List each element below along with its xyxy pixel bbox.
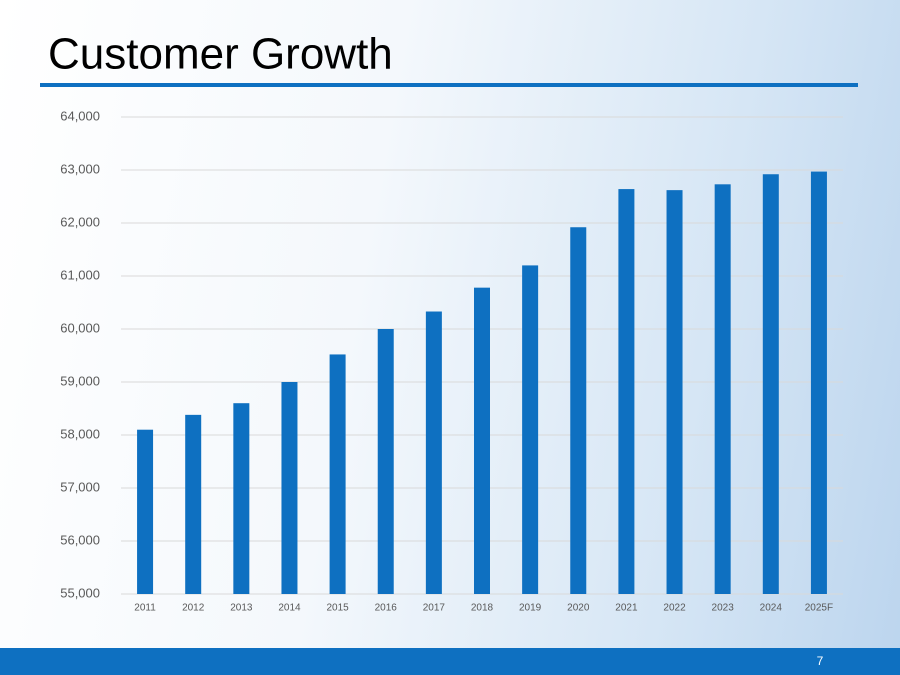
bar: [474, 287, 490, 594]
bar: [666, 190, 683, 594]
x-tick-label: 2015: [326, 603, 349, 614]
x-tick-label: 2014: [278, 603, 301, 614]
y-tick-label: 62,000: [60, 214, 100, 229]
footer-bar: [0, 648, 900, 675]
bar: [281, 382, 298, 594]
x-tick-label: 2012: [182, 603, 205, 614]
x-tick-label: 2023: [712, 603, 735, 614]
y-tick-label: 63,000: [60, 161, 100, 176]
bar: [522, 265, 539, 594]
chart-title: Customer Growth: [48, 30, 393, 79]
x-tick-label: 2020: [567, 603, 590, 614]
x-tick-label: 2016: [375, 603, 398, 614]
bar: [425, 311, 442, 594]
x-tick-label: 2025F: [805, 603, 833, 614]
y-tick-label: 61,000: [60, 267, 100, 282]
bar: [137, 429, 154, 594]
bar: [185, 414, 202, 594]
title-underline: [40, 83, 858, 87]
x-tick-label: 2022: [663, 603, 686, 614]
bar: [233, 403, 250, 594]
bar: [329, 354, 346, 594]
y-tick-label: 55,000: [60, 585, 100, 600]
bar: [570, 227, 587, 595]
x-tick-label: 2021: [615, 603, 638, 614]
bar: [762, 174, 779, 595]
x-tick-label: 2019: [519, 603, 542, 614]
bar: [377, 329, 394, 594]
bar: [714, 184, 731, 594]
bar: [618, 189, 635, 594]
bar: [810, 171, 827, 594]
x-tick-label: 2013: [230, 603, 253, 614]
page-number: 7: [817, 654, 824, 668]
x-tick-label: 2024: [760, 603, 783, 614]
y-tick-label: 56,000: [60, 532, 100, 547]
y-tick-label: 59,000: [60, 373, 100, 388]
x-tick-label: 2011: [134, 603, 156, 614]
y-tick-label: 58,000: [60, 426, 100, 441]
x-tick-label: 2017: [423, 603, 446, 614]
y-tick-label: 57,000: [60, 479, 100, 494]
y-tick-label: 60,000: [60, 320, 100, 335]
y-tick-label: 64,000: [60, 108, 100, 123]
x-tick-label: 2018: [471, 603, 494, 614]
